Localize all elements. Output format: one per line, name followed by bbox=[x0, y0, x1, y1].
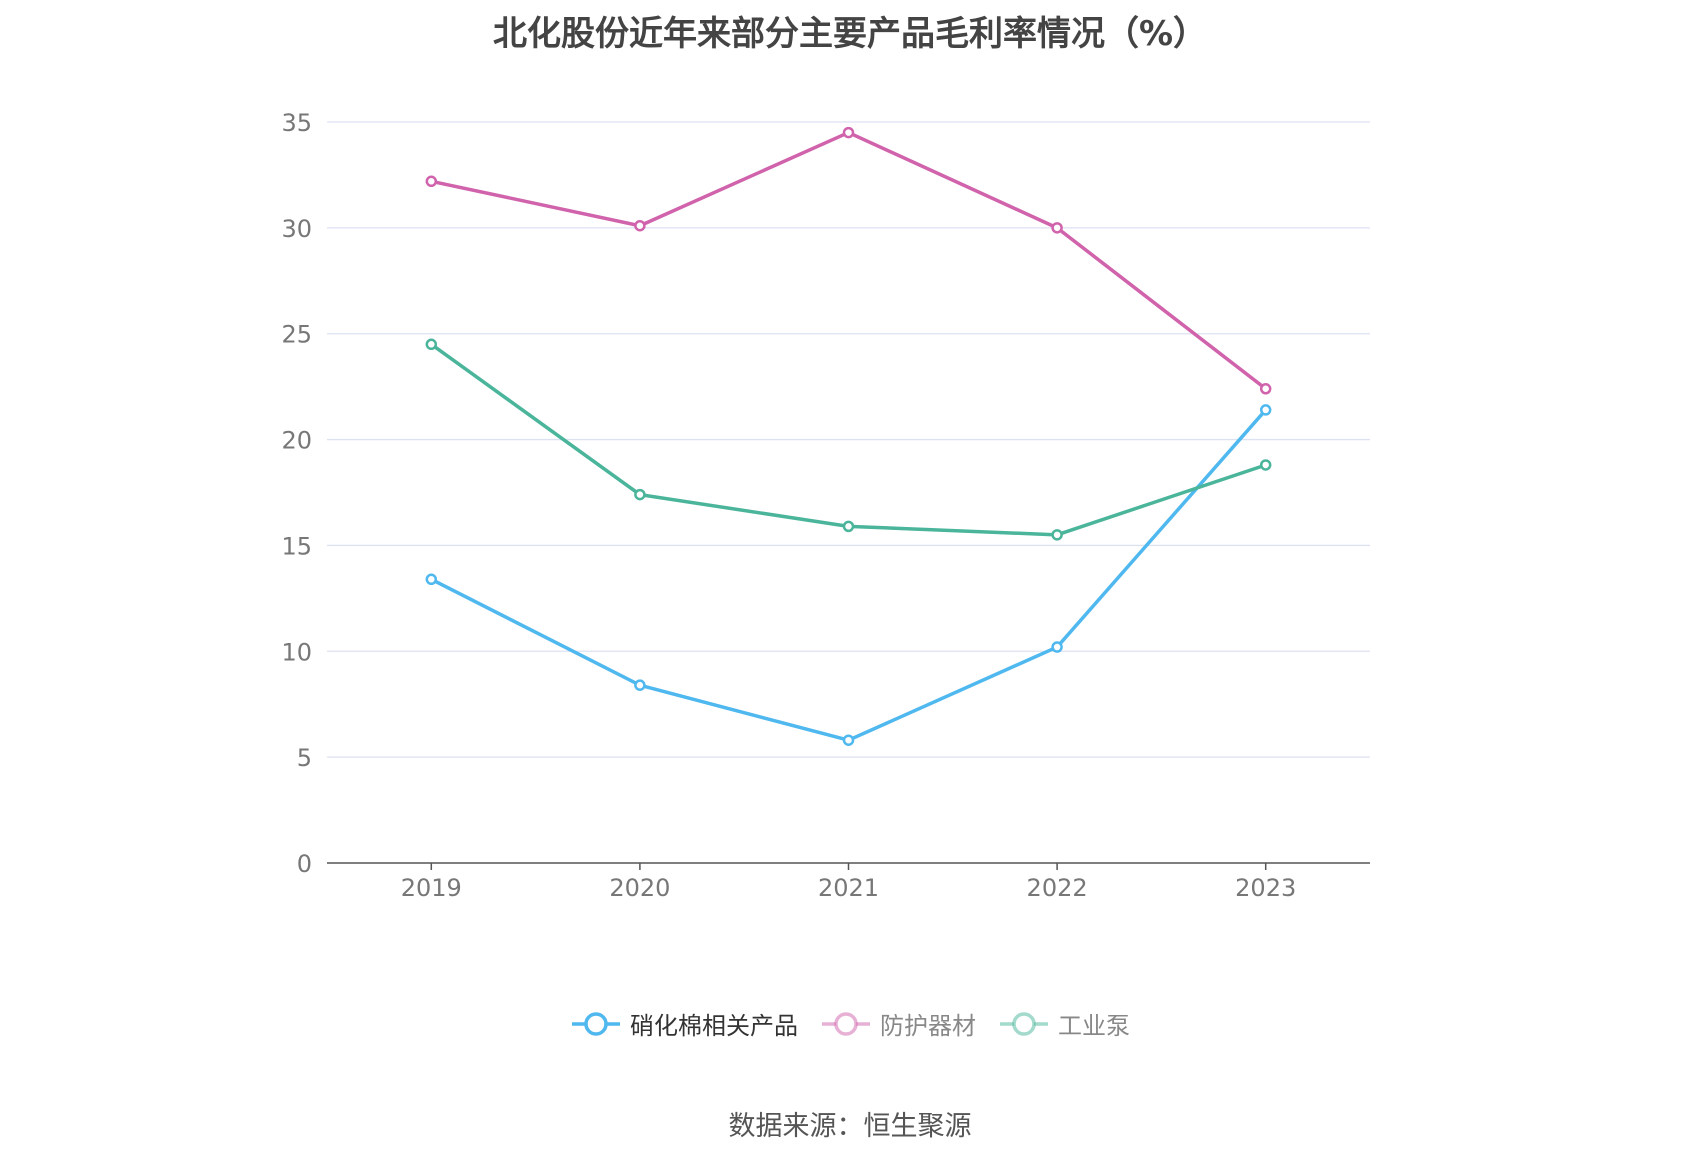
y-tick-label: 35 bbox=[281, 109, 312, 137]
series-line bbox=[430, 130, 1267, 391]
y-tick-label: 30 bbox=[281, 215, 312, 243]
series-1 bbox=[425, 126, 1272, 395]
data-point[interactable] bbox=[1051, 641, 1063, 653]
series-2 bbox=[425, 338, 1272, 541]
series-layer bbox=[425, 126, 1272, 746]
data-point[interactable] bbox=[842, 520, 855, 533]
legend-label: 硝化棉相关产品 bbox=[630, 1012, 798, 1040]
data-point[interactable] bbox=[425, 175, 438, 188]
y-tick-label: 25 bbox=[281, 321, 312, 349]
legend: 硝化棉相关产品 防护器材 工业泵 bbox=[0, 1006, 1700, 1041]
legend-swatch-icon bbox=[822, 1011, 870, 1036]
data-point[interactable] bbox=[1259, 404, 1272, 416]
data-point[interactable] bbox=[634, 679, 646, 691]
data-point[interactable] bbox=[1259, 383, 1272, 395]
data-point[interactable] bbox=[842, 734, 855, 746]
chart-title: 北化股份近年来部分主要产品毛利率情况（%） bbox=[492, 14, 1208, 54]
axis-layer: 0 5 10 15 20 25 30 35 2019 2020 2021 2022 2023 bbox=[281, 109, 1370, 902]
y-tick-label: 10 bbox=[281, 638, 312, 666]
data-point[interactable] bbox=[1259, 459, 1272, 471]
data-point[interactable] bbox=[634, 488, 646, 501]
x-tick-label: 2023 bbox=[1235, 874, 1296, 902]
legend-swatch-icon bbox=[1000, 1011, 1048, 1036]
data-point[interactable] bbox=[634, 219, 646, 232]
data-point[interactable] bbox=[425, 338, 438, 351]
data-point[interactable] bbox=[425, 573, 438, 586]
y-tick-label: 15 bbox=[281, 532, 312, 560]
legend-item[interactable]: 防护器材 bbox=[820, 1006, 976, 1041]
x-tick-label: 2021 bbox=[818, 874, 879, 902]
legend-label: 工业泵 bbox=[1058, 1012, 1130, 1040]
legend-label: 防护器材 bbox=[880, 1012, 976, 1040]
x-tick-label: 2019 bbox=[401, 874, 462, 902]
series-line bbox=[430, 408, 1268, 742]
y-tick-label: 5 bbox=[297, 744, 312, 772]
data-point[interactable] bbox=[842, 126, 855, 139]
legend-swatch-icon bbox=[572, 1011, 620, 1036]
x-tick-label: 2020 bbox=[609, 874, 670, 902]
data-point[interactable] bbox=[1051, 529, 1063, 541]
grid-layer bbox=[327, 121, 1370, 758]
series-0 bbox=[425, 404, 1272, 746]
y-tick-label: 0 bbox=[297, 850, 312, 878]
legend-item[interactable]: 工业泵 bbox=[998, 1006, 1130, 1041]
source-note: 数据来源：恒生聚源 bbox=[728, 1111, 972, 1142]
legend-item[interactable]: 硝化棉相关产品 bbox=[570, 1006, 798, 1041]
x-tick-label: 2022 bbox=[1027, 874, 1088, 902]
data-point[interactable] bbox=[1051, 222, 1063, 234]
y-tick-label: 20 bbox=[281, 427, 312, 455]
